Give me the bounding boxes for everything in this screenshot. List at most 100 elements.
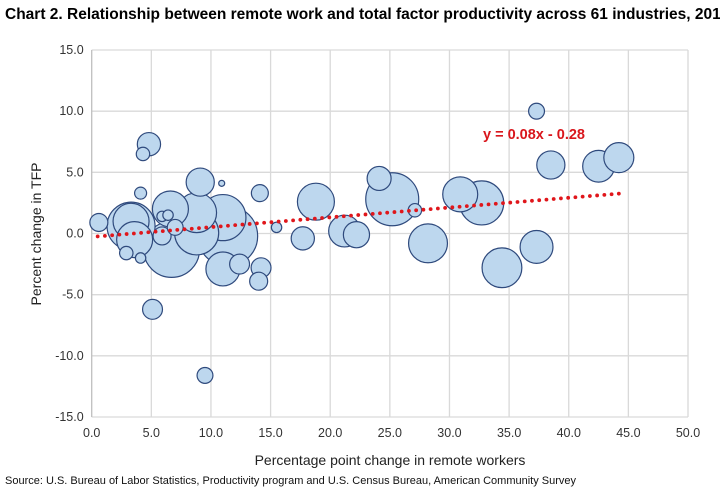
trendline-dot bbox=[247, 222, 252, 226]
trendline-dot bbox=[168, 228, 172, 233]
bubble bbox=[481, 247, 523, 289]
trendline-dot bbox=[255, 221, 259, 226]
y-axis-label: Percent change in TFP bbox=[28, 163, 44, 306]
x-tick-label: 20.0 bbox=[318, 426, 342, 440]
trendline-dot bbox=[515, 200, 520, 204]
bubble bbox=[407, 223, 449, 264]
bubble bbox=[536, 150, 566, 180]
trendline-dot bbox=[587, 194, 592, 198]
trendline-dot bbox=[486, 202, 491, 207]
x-tick-label: 15.0 bbox=[258, 426, 282, 440]
x-tick-label: 0.0 bbox=[83, 426, 100, 440]
trendline-dot bbox=[385, 210, 390, 215]
bubble bbox=[218, 179, 226, 187]
bubble bbox=[528, 102, 546, 120]
trendline-dot bbox=[226, 223, 230, 228]
trendline-dot bbox=[211, 225, 216, 229]
bubble bbox=[229, 253, 251, 275]
trendline-dot bbox=[551, 197, 556, 201]
trendline-dot bbox=[392, 210, 397, 214]
trendline-dot bbox=[616, 191, 621, 196]
trendline-dot bbox=[530, 198, 534, 203]
trendline-dot bbox=[363, 212, 368, 217]
bubble bbox=[603, 142, 635, 174]
trendline-dot bbox=[95, 234, 100, 239]
bubble bbox=[342, 221, 371, 249]
y-tick-label: -5.0 bbox=[62, 288, 84, 302]
trendline-dot bbox=[370, 211, 375, 216]
source-note: Source: U.S. Bureau of Labor Statistics,… bbox=[5, 475, 577, 487]
trendline-dot bbox=[399, 209, 404, 214]
trendline-dot bbox=[283, 219, 288, 223]
bubble bbox=[166, 218, 184, 236]
x-tick-label: 45.0 bbox=[616, 426, 640, 440]
trendline-dot bbox=[537, 198, 542, 203]
bubble bbox=[442, 176, 479, 213]
trendline-dot bbox=[450, 205, 455, 210]
y-tick-label: 15.0 bbox=[59, 43, 83, 57]
trendline-dot bbox=[493, 201, 498, 206]
trendline-dot bbox=[124, 232, 129, 236]
trendline-dot bbox=[291, 218, 296, 223]
trendline bbox=[95, 191, 621, 239]
bubble bbox=[141, 298, 164, 320]
gridlines bbox=[91, 49, 689, 418]
bubble bbox=[134, 252, 147, 264]
trendline-dot bbox=[573, 195, 578, 200]
trendline-dot bbox=[580, 194, 585, 199]
trendline-dot bbox=[312, 216, 317, 221]
trendline-dot bbox=[175, 228, 180, 232]
trendline-dot bbox=[464, 204, 469, 209]
bubble bbox=[296, 182, 336, 221]
bubble bbox=[152, 226, 172, 246]
x-tick-label: 35.0 bbox=[497, 426, 521, 440]
trendline-dot bbox=[559, 196, 563, 201]
bubble bbox=[249, 271, 269, 291]
trendline-dot bbox=[327, 215, 332, 220]
trendline-dot bbox=[595, 193, 600, 198]
trendline-dot bbox=[276, 219, 281, 224]
trendline-dot bbox=[472, 203, 476, 208]
trendline-dot bbox=[443, 206, 448, 210]
trendline-dot bbox=[197, 226, 201, 231]
trendline-dot bbox=[103, 233, 107, 238]
trendline-dot bbox=[414, 208, 419, 213]
trendline-dot bbox=[189, 226, 194, 231]
x-tick-label: 5.0 bbox=[143, 426, 160, 440]
trendline-dot bbox=[117, 232, 122, 237]
bubble bbox=[89, 212, 109, 233]
trendline-dot bbox=[110, 233, 115, 238]
chart-title: Chart 2. Relationship between remote wor… bbox=[5, 6, 720, 23]
trendline-dot bbox=[479, 203, 484, 207]
y-tick-label: 0.0 bbox=[66, 227, 83, 241]
y-tick-label: 5.0 bbox=[66, 165, 83, 179]
trendline-dot bbox=[269, 220, 274, 225]
y-tick-label: -15.0 bbox=[55, 410, 84, 424]
bubble bbox=[185, 167, 215, 197]
bubble bbox=[118, 245, 134, 261]
bubbles bbox=[89, 102, 635, 384]
trendline-dot bbox=[356, 213, 361, 217]
trendline-dot bbox=[421, 207, 426, 212]
x-tick-label: 30.0 bbox=[437, 426, 461, 440]
bubble bbox=[162, 209, 174, 221]
trendline-dot bbox=[218, 224, 223, 229]
trendline-dot bbox=[435, 206, 440, 211]
trendline-dot bbox=[160, 229, 165, 233]
bubble bbox=[290, 226, 316, 251]
trendline-dot bbox=[334, 214, 339, 219]
trendline-dot bbox=[428, 207, 433, 212]
trendline-dot bbox=[508, 200, 513, 205]
y-tick-label: 10.0 bbox=[59, 104, 83, 118]
bubble bbox=[250, 184, 269, 203]
trendline-dot bbox=[544, 197, 549, 202]
trendline-dot bbox=[146, 230, 151, 235]
trendline-dot bbox=[378, 211, 382, 216]
y-tick-labels: 15.0 10.0 5.0 0.0 -5.0 -10.0 -15.0 bbox=[55, 43, 84, 424]
trendline-dot bbox=[501, 201, 505, 206]
trendline-dot bbox=[457, 204, 462, 209]
bubble bbox=[196, 366, 214, 384]
trendline-dot bbox=[407, 208, 411, 213]
x-axis-label: Percentage point change in remote worker… bbox=[255, 452, 526, 468]
